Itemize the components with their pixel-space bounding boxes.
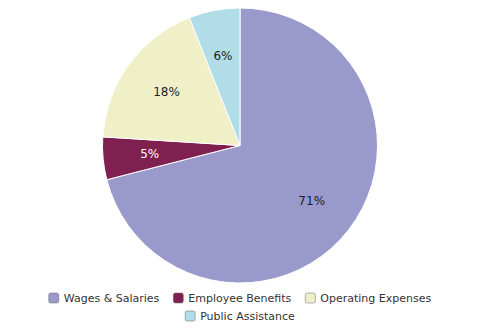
data-label: 6% (213, 49, 232, 63)
legend-swatch (305, 293, 315, 303)
legend-label: Operating Expenses (320, 292, 431, 305)
legend-label: Public Assistance (200, 310, 295, 323)
legend-label: Employee Benefits (188, 292, 291, 305)
legend-swatch (185, 311, 195, 321)
legend-item: Public Assistance (185, 310, 295, 323)
legend-label: Wages & Salaries (64, 292, 160, 305)
legend-item: Employee Benefits (173, 292, 291, 305)
legend-swatch (49, 293, 59, 303)
chart: Wages & Salaries Employee Benefits Operati… (0, 0, 480, 333)
pie (103, 8, 378, 283)
data-labels: 71% 5% 18% 6% (140, 49, 325, 208)
data-label: 5% (140, 147, 159, 161)
legend: Wages & Salaries Employee Benefits Operati… (49, 292, 432, 323)
pie-slice (189, 8, 240, 146)
legend-item: Operating Expenses (305, 292, 431, 305)
legend-swatch (173, 293, 183, 303)
legend-item: Wages & Salaries (49, 292, 160, 305)
data-label: 71% (298, 194, 325, 208)
data-label: 18% (153, 85, 180, 99)
